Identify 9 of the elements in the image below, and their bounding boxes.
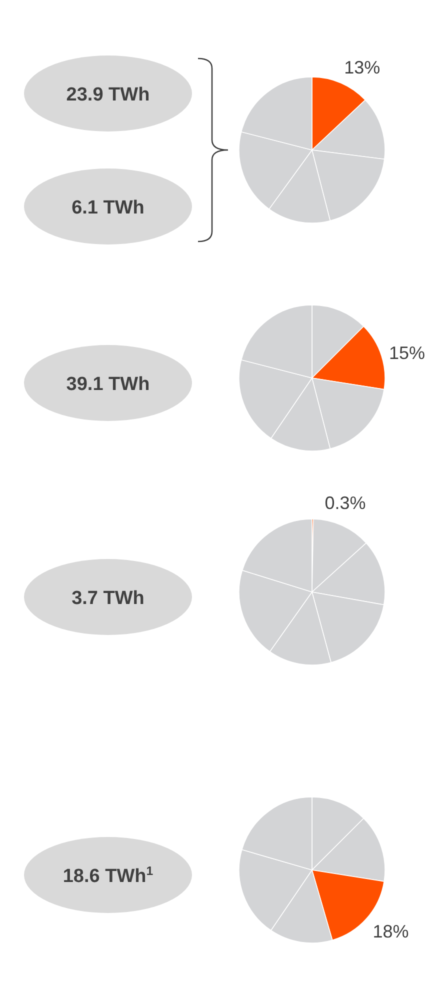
data-label: 0.3% [324, 493, 366, 514]
text: 23.9 TWh [66, 84, 150, 106]
text: 6.1 TWh [72, 198, 144, 218]
text: 3.7 TWh [72, 588, 144, 609]
data-label: 18% [372, 922, 409, 942]
data-label: 15% [389, 342, 426, 363]
text: 18.6 TWh$^{1}$ [62, 864, 154, 887]
data-label: 13% [344, 58, 380, 78]
text: 39.1 TWh [66, 374, 150, 395]
